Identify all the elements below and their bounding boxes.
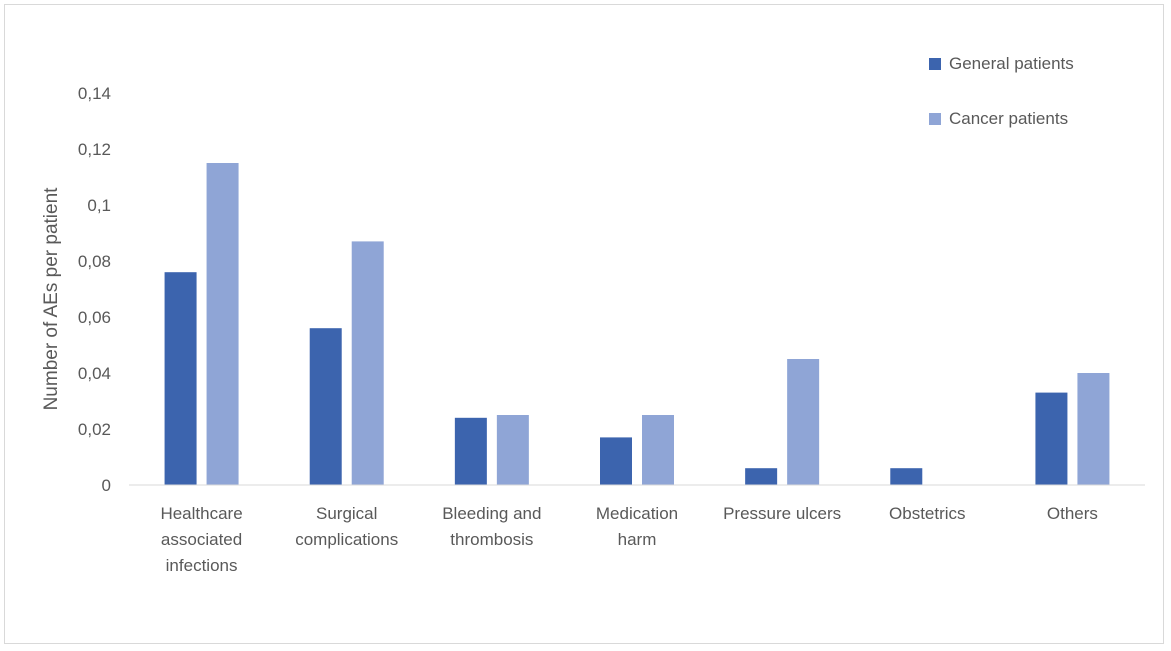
x-category-label: Obstetrics <box>889 504 966 523</box>
y-tick-label: 0,04 <box>78 364 111 383</box>
bar-general <box>454 417 487 485</box>
bar-general <box>890 468 923 485</box>
y-tick-label: 0,02 <box>78 420 111 439</box>
legend-swatch <box>929 113 941 125</box>
legend-label: Cancer patients <box>949 109 1068 128</box>
bar-general <box>745 468 778 485</box>
y-tick-label: 0,12 <box>78 140 111 159</box>
x-category-label: Surgical complications <box>295 504 398 549</box>
chart-frame: 0 0,02 0,04 0,06 0,08 0,1 0,12 0,14 Healthcare a… <box>4 4 1164 644</box>
y-tick-label: 0 <box>102 476 111 495</box>
y-tick-label: 0,06 <box>78 308 111 327</box>
bar-cancer <box>351 241 384 485</box>
bar-cancer <box>206 163 239 485</box>
bar-cancer <box>787 359 820 485</box>
x-category-label: Others <box>1047 504 1098 523</box>
bar-general <box>1035 392 1068 485</box>
y-tick-label: 0,14 <box>78 84 111 103</box>
bar-general <box>600 437 632 485</box>
legend-label: General patients <box>949 54 1074 73</box>
bars <box>164 163 1110 485</box>
x-category-label: Pressure ulcers <box>723 504 841 523</box>
chart: 0 0,02 0,04 0,06 0,08 0,1 0,12 0,14 Healthcare a… <box>41 54 1145 575</box>
bar-general <box>309 328 342 485</box>
y-tick-label: 0,08 <box>78 252 111 271</box>
y-axis-ticks: 0 0,02 0,04 0,06 0,08 0,1 0,12 0,14 <box>78 84 111 495</box>
bar-general <box>164 272 197 485</box>
legend: General patients Cancer patients <box>929 54 1074 128</box>
x-category-label: Healthcare associated infections <box>160 504 242 575</box>
y-tick-label: 0,1 <box>87 196 111 215</box>
x-category-label: Medication harm <box>596 504 678 549</box>
bar-cancer <box>642 415 674 485</box>
y-axis-title: Number of AEs per patient <box>41 187 62 411</box>
category-labels: Healthcare associated infections Surgical co… <box>160 504 1097 575</box>
bar-cancer <box>1077 373 1110 485</box>
x-category-label: Bleeding and thrombosis <box>442 504 541 549</box>
legend-swatch <box>929 58 941 70</box>
bar-cancer <box>496 415 529 485</box>
